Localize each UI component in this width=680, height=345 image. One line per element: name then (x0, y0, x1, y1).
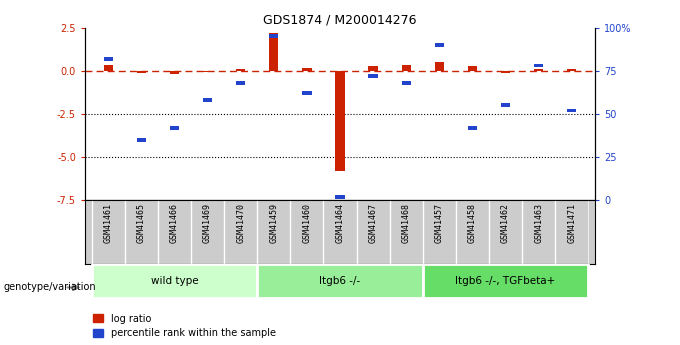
Bar (170, 126, 179, 130)
Bar (567, 108, 577, 112)
Text: GSM41458: GSM41458 (468, 203, 477, 243)
Text: GSM41468: GSM41468 (402, 203, 411, 243)
Text: GSM41462: GSM41462 (501, 203, 510, 243)
Text: Itgb6 -/-: Itgb6 -/- (320, 276, 360, 286)
Bar (369, 66, 378, 71)
Bar (567, 69, 577, 71)
Text: GSM41467: GSM41467 (369, 203, 377, 243)
Bar (402, 81, 411, 85)
Bar (103, 65, 113, 71)
Text: GSM41469: GSM41469 (203, 203, 212, 243)
Bar (402, 65, 411, 71)
Bar (236, 69, 245, 71)
Bar (302, 91, 311, 95)
Bar (269, 33, 278, 71)
Bar (468, 66, 477, 71)
Bar (501, 104, 510, 107)
Bar (369, 74, 378, 78)
Text: Itgb6 -/-, TGFbeta+: Itgb6 -/-, TGFbeta+ (456, 276, 556, 286)
Bar (435, 43, 444, 47)
Text: GSM41471: GSM41471 (567, 203, 577, 243)
Bar (203, 98, 212, 102)
Bar (92, 264, 257, 298)
Bar (257, 264, 423, 298)
Text: wild type: wild type (150, 276, 199, 286)
Text: GSM41463: GSM41463 (534, 203, 543, 243)
Text: GSM41464: GSM41464 (335, 203, 345, 243)
Bar (335, 71, 345, 171)
Bar (435, 62, 444, 71)
Text: GSM41470: GSM41470 (236, 203, 245, 243)
Legend: log ratio, percentile rank within the sample: log ratio, percentile rank within the sa… (93, 314, 276, 338)
Bar (501, 71, 510, 73)
Bar (534, 69, 543, 71)
Bar (335, 195, 345, 199)
Bar (236, 81, 245, 85)
Text: GSM41460: GSM41460 (303, 203, 311, 243)
Bar (423, 264, 588, 298)
Bar (170, 71, 179, 74)
Text: GSM41466: GSM41466 (170, 203, 179, 243)
Bar (302, 68, 311, 71)
Text: GSM41465: GSM41465 (137, 203, 146, 243)
Bar (103, 57, 113, 61)
Text: GSM41459: GSM41459 (269, 203, 278, 243)
Text: GSM41461: GSM41461 (103, 203, 113, 243)
Bar (269, 34, 278, 38)
Bar (203, 71, 212, 72)
Bar (137, 71, 146, 73)
Bar (534, 63, 543, 68)
Bar (468, 126, 477, 130)
Title: GDS1874 / M200014276: GDS1874 / M200014276 (263, 13, 417, 27)
Text: GSM41457: GSM41457 (435, 203, 444, 243)
Text: genotype/variation: genotype/variation (3, 282, 96, 292)
Bar (137, 138, 146, 141)
